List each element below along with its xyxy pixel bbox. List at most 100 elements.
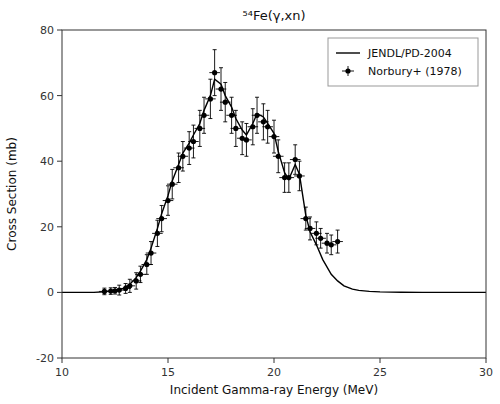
y-error-cap — [160, 205, 164, 206]
exp-series — [99, 50, 343, 295]
y-error-cap — [128, 279, 132, 280]
y-error-cap — [261, 103, 265, 104]
y-error-cap — [276, 172, 280, 173]
data-point — [127, 283, 132, 288]
x-tick — [168, 358, 169, 363]
y-error-cap — [319, 248, 323, 249]
y-tick — [57, 292, 62, 293]
y-error-cap — [234, 146, 238, 147]
y-error-cap — [308, 216, 312, 217]
title: ⁵⁴Fe(γ,xn) — [242, 8, 305, 23]
y-error-cap — [109, 287, 113, 288]
y-error-cap — [134, 272, 138, 273]
y-error-cap — [314, 221, 318, 222]
y-error-cap — [293, 144, 297, 145]
y-error-cap — [117, 295, 121, 296]
y-error-cap — [219, 110, 223, 111]
x-tick-label: 10 — [55, 366, 69, 379]
y-error-cap — [319, 228, 323, 229]
x-tick — [380, 358, 381, 363]
y-error-cap — [166, 215, 170, 216]
y-error-cap — [255, 133, 259, 134]
y-error-cap — [266, 110, 270, 111]
y-error-cap — [208, 118, 212, 119]
y-error-cap — [336, 253, 340, 254]
y-error-cap — [191, 157, 195, 158]
y-error-cap — [208, 79, 212, 80]
y-error-cap — [283, 162, 287, 163]
y-error-cap — [170, 169, 174, 170]
y-error-cap — [325, 233, 329, 234]
y-error-cap — [314, 244, 318, 245]
data-point — [134, 278, 139, 283]
y-error-cap — [240, 154, 244, 155]
y-error-cap — [272, 120, 276, 121]
y-error-cap — [266, 143, 270, 144]
data-point — [254, 113, 259, 118]
y-tick-label: 0 — [47, 286, 54, 299]
data-point — [307, 226, 312, 231]
data-point — [201, 113, 206, 118]
y-tick-label: 60 — [40, 90, 54, 103]
legend-swatch — [345, 68, 350, 73]
data-point — [187, 145, 192, 150]
y-error-cap — [149, 241, 153, 242]
y-error-cap — [255, 97, 259, 98]
y-tick — [57, 95, 62, 96]
y-error-cap — [155, 220, 159, 221]
y-error-cap — [155, 246, 159, 247]
y-error-cap — [187, 164, 191, 165]
y-tick-label: -20 — [36, 352, 54, 365]
y-error-cap — [102, 288, 106, 289]
x-tick-label: 20 — [267, 366, 281, 379]
data-point — [335, 239, 340, 244]
y-error-cap — [240, 121, 244, 122]
y-error-cap — [244, 123, 248, 124]
data-point — [286, 175, 291, 180]
y-error-cap — [272, 153, 276, 154]
y-error-cap — [297, 161, 301, 162]
x-tick-label: 15 — [161, 366, 175, 379]
data-point — [229, 113, 234, 118]
y-error-cap — [187, 131, 191, 132]
y-tick-label: 40 — [40, 155, 54, 168]
y-error-cap — [113, 287, 117, 288]
y-error-cap — [287, 192, 291, 193]
y-error-cap — [117, 285, 121, 286]
y-error-cap — [124, 293, 128, 294]
y-error-cap — [181, 171, 185, 172]
y-error-cap — [128, 292, 132, 293]
data-point — [170, 182, 175, 187]
data-point — [148, 250, 153, 255]
y-error-cap — [293, 174, 297, 175]
y-error-cap — [213, 95, 217, 96]
data-point — [208, 96, 213, 101]
data-point — [191, 139, 196, 144]
y-error-cap — [261, 139, 265, 140]
data-point — [180, 154, 185, 159]
x-axis-label: Incident Gamma-ray Energy (MeV) — [170, 383, 378, 397]
legend-box — [328, 38, 478, 86]
y-error-cap — [166, 185, 170, 186]
y-error-cap — [304, 207, 308, 208]
y-error-cap — [287, 162, 291, 163]
data-point — [212, 70, 217, 75]
theory-line — [62, 79, 486, 292]
data-point — [176, 165, 181, 170]
axes: 1015202530-20020406080 — [36, 24, 493, 379]
y-error-cap — [223, 82, 227, 83]
data-point — [329, 242, 334, 247]
y-error-cap — [276, 139, 280, 140]
x-tick — [62, 358, 63, 363]
y-error-cap — [113, 294, 117, 295]
y-error-cap — [202, 133, 206, 134]
data-point — [303, 216, 308, 221]
data-point — [276, 154, 281, 159]
y-error-cap — [138, 266, 142, 267]
data-point — [293, 157, 298, 162]
data-point — [155, 231, 160, 236]
legend-label: Norbury+ (1978) — [368, 65, 462, 78]
y-tick-label: 80 — [40, 24, 54, 37]
y-error-cap — [304, 230, 308, 231]
y-error-cap — [308, 239, 312, 240]
